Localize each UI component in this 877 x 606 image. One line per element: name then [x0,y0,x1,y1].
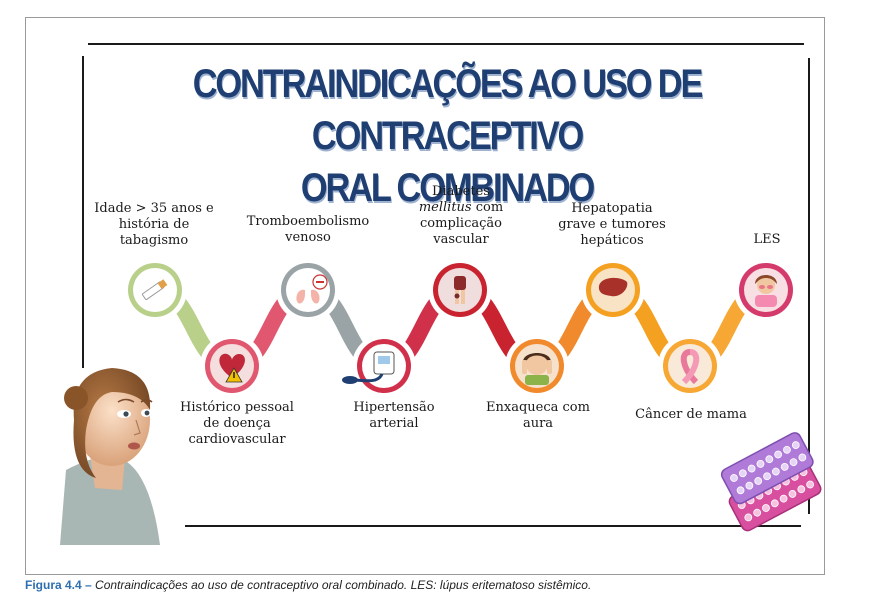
cigarette-icon [141,279,168,301]
node-8 [658,334,722,398]
pill-pack-illustration [720,432,822,532]
node-inner [286,268,330,312]
label-les: LES [753,232,781,247]
left-rule [82,56,84,368]
label-breast-cancer: Câncer de mama [635,407,747,422]
label-age-smoking: Idade > 35 anos e história de tabagismo [94,201,214,248]
label-liver-disease: Hepatopatia grave e tumores hepáticos [558,201,666,248]
blood-pressure-monitor-icon [342,351,395,384]
node-6 [505,334,569,398]
node-7 [581,258,645,322]
headache-person-icon [522,353,552,385]
top-rule [88,43,804,45]
lungs-clot-icon [296,274,328,304]
purple-pill-blister [730,441,807,495]
pink-ribbon-icon [680,349,700,385]
node-5 [428,258,492,322]
caption-text: Contraindicações ao uso de contraceptivo… [95,578,592,592]
node-4 [342,334,416,398]
label-migraine: Enxaqueca com aura [486,400,590,431]
title-line-2: ORAL COMBINADO [300,166,595,210]
node-inner [668,344,712,388]
page-title: CONTRAINDICAÇÕES AO USO DE CONTRACEPTIVO… [142,58,753,214]
heart-warning-icon [219,353,245,383]
label-cardiovascular-history: Histórico pessoal de doença cardiovascular [180,400,294,447]
node-circles [123,258,798,398]
worried-woman-illustration [60,368,160,545]
mellitus-italic: mellitus [418,200,472,215]
label-thromboembolism: Tromboembolismo venoso [246,214,370,245]
diabetic-leg-icon [454,276,466,304]
figure-caption: Figura 4.4 – Contraindicações ao uso de … [25,578,591,592]
label-diabetes: Diabetes mellitus com complicação vascula… [418,184,504,247]
label-hypertension: Hipertensão arterial [353,400,435,431]
title-line-1: CONTRAINDICAÇÕES AO USO DE CONTRACEPTIVO [192,62,704,158]
right-rule [808,58,810,514]
node-3 [276,258,340,322]
node-1 [123,258,187,322]
figure-number: Figura 4.4 – [25,578,92,592]
node-9 [734,258,798,322]
liver-icon [598,277,628,297]
node-2 [200,334,264,398]
bottom-rule [185,525,801,527]
lupus-woman-icon [755,275,777,307]
